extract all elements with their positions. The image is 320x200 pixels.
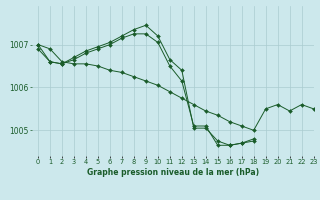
X-axis label: Graphe pression niveau de la mer (hPa): Graphe pression niveau de la mer (hPa) <box>87 168 259 177</box>
